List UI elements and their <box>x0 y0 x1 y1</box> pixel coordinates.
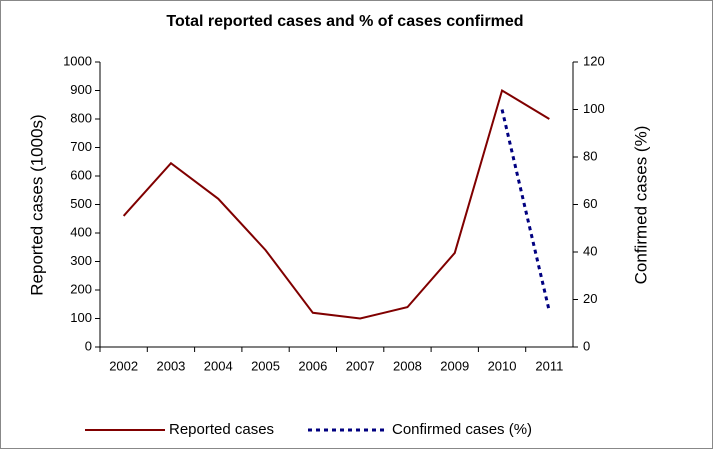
y-tick-label: 1000 <box>63 53 92 68</box>
y-tick-label: 400 <box>70 224 92 239</box>
y-tick-label: 100 <box>70 310 92 325</box>
y-tick-label: 300 <box>70 253 92 268</box>
x-tick-label: 2005 <box>251 358 280 373</box>
legend-label: Confirmed cases (%) <box>392 421 532 438</box>
y-tick-label: 200 <box>70 281 92 296</box>
y2-tick-label: 120 <box>583 53 605 68</box>
y-tick-label: 700 <box>70 139 92 154</box>
y-tick-label: 800 <box>70 110 92 125</box>
x-tick-label: 2007 <box>346 358 375 373</box>
y2-axis-label: Confirmed cases (%) <box>631 126 650 285</box>
legend-label: Reported cases <box>169 421 274 438</box>
x-tick-label: 2004 <box>204 358 233 373</box>
y-tick-label: 500 <box>70 196 92 211</box>
y2-tick-label: 40 <box>583 243 597 258</box>
y-tick-label: 0 <box>85 338 92 353</box>
x-tick-label: 2011 <box>535 358 563 373</box>
x-tick-label: 2003 <box>156 358 185 373</box>
y2-tick-label: 60 <box>583 196 597 211</box>
series-line <box>500 109 551 312</box>
chart-title: Total reported cases and % of cases conf… <box>166 13 523 30</box>
y-axis-label: Reported cases (1000s) <box>27 114 46 295</box>
x-tick-label: 2008 <box>393 358 422 373</box>
x-tick-label: 2009 <box>440 358 469 373</box>
series-line <box>122 88 550 320</box>
x-tick-label: 2010 <box>488 358 517 373</box>
y2-tick-label: 100 <box>583 101 605 116</box>
y2-tick-label: 80 <box>583 148 597 163</box>
y2-tick-label: 0 <box>583 338 590 353</box>
y2-tick-label: 20 <box>583 291 597 306</box>
y-tick-label: 600 <box>70 167 92 182</box>
x-tick-label: 2006 <box>298 358 327 373</box>
y-tick-label: 900 <box>70 82 92 97</box>
x-tick-label: 2002 <box>109 358 138 373</box>
